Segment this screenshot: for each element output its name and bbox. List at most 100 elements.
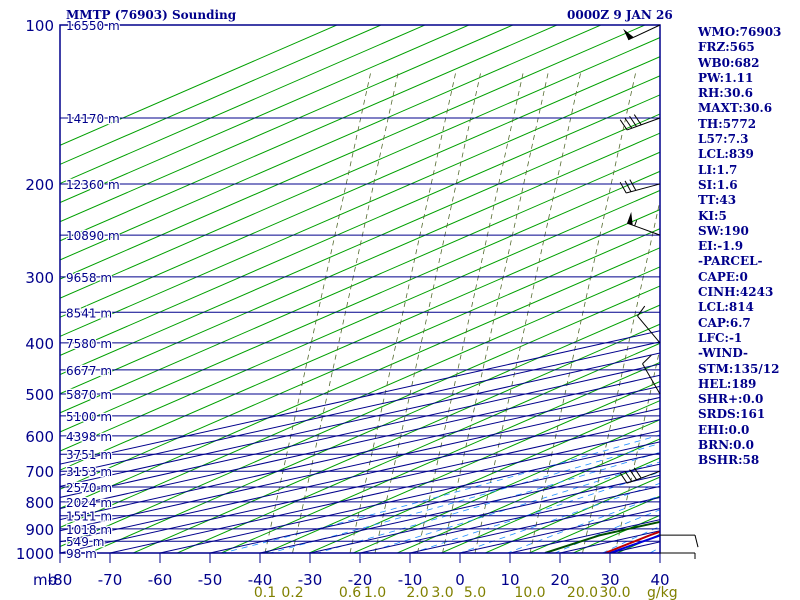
- wind-barb-flag: [637, 305, 646, 317]
- wind-barb-pennant: [627, 211, 633, 226]
- mixing-ratio-line: [442, 72, 549, 553]
- wind-barb: [660, 534, 699, 548]
- wind-barb-flag: [619, 119, 628, 131]
- dry-adiabat-line: [60, 25, 339, 146]
- wind-barb: [642, 354, 661, 395]
- index-item: LFC:-1: [698, 330, 743, 345]
- index-item: LCL:839: [698, 147, 754, 162]
- pressure-tick-label: 200: [25, 176, 54, 194]
- mixing-ratio-label: 1.0: [364, 585, 386, 600]
- mixing-ratio-unit-label: g/kg: [647, 585, 678, 600]
- index-item: EI:-1.9: [698, 239, 744, 254]
- temperature-tick-label: 10: [500, 571, 519, 589]
- dry-adiabat-line: [60, 25, 647, 280]
- isotherm-line: [60, 341, 660, 476]
- isotherm-line: [159, 441, 660, 553]
- mixing-ratio-label: 30.0: [599, 585, 630, 600]
- dry-adiabat-line: [60, 25, 427, 185]
- height-label: 10890 m: [66, 229, 120, 243]
- index-item: SI:1.6: [698, 177, 738, 192]
- wind-barb-flag: [624, 470, 633, 482]
- index-item: WMO:76903: [698, 25, 782, 39]
- mixing-ratio-line: [374, 72, 481, 553]
- wind-barb: [623, 24, 661, 41]
- pressure-tick-label: 800: [25, 494, 54, 512]
- isotherm-line: [60, 330, 660, 465]
- temperature-tick-label: -40: [248, 571, 273, 589]
- wind-barb-flag: [619, 472, 628, 484]
- temperature-tick-label: -20: [348, 571, 373, 589]
- dry-adiabat-line: [60, 25, 603, 261]
- index-item: TH:5772: [698, 116, 757, 131]
- wind-barb-staff: [626, 117, 661, 131]
- wind-barb-flag: [629, 179, 637, 191]
- index-item: L57:7.3: [698, 132, 749, 147]
- index-item: STM:135/12: [698, 361, 780, 376]
- wind-barb: [619, 179, 661, 194]
- index-item: LCL:814: [698, 300, 754, 315]
- mixing-ratio-line: [582, 198, 660, 553]
- isotherm-line: [60, 374, 660, 510]
- isotherm-line: [109, 430, 660, 553]
- index-item: MAXT:30.6: [698, 101, 773, 116]
- height-label: 5870 m: [66, 388, 112, 402]
- pressure-tick-label: 300: [25, 269, 54, 287]
- wind-barb-flag: [624, 180, 632, 192]
- wind-barb: [626, 211, 661, 236]
- index-item: LI:1.7: [698, 162, 738, 177]
- isotherm-line: [209, 452, 660, 553]
- wind-barb-flag: [694, 535, 699, 548]
- temperature-tick-label: -10: [398, 571, 423, 589]
- isotherm-line: [60, 419, 660, 553]
- temperature-tick-label: 40: [650, 571, 669, 589]
- height-label: 7580 m: [66, 337, 112, 351]
- mixing-ratio-label: 0.1: [254, 585, 276, 600]
- moist-adiabat-line: [553, 509, 660, 553]
- isotherm-line: [259, 463, 660, 553]
- isotherm-line: [60, 408, 660, 543]
- mixing-ratio-line: [292, 72, 399, 553]
- wind-barb: [619, 114, 661, 131]
- height-label: 98 m: [66, 547, 97, 561]
- temperature-tick-label: -60: [148, 571, 173, 589]
- index-item: CAPE:0: [698, 269, 748, 284]
- dry-adiabat-line: [87, 304, 660, 553]
- temperature-tick-label: -30: [298, 571, 323, 589]
- mixing-ratio-line: [349, 72, 456, 553]
- wind-barb-staff: [642, 363, 661, 395]
- index-item: FRZ:565: [698, 40, 755, 55]
- wind-barb-staff: [637, 315, 661, 344]
- dewpoint-profile-line: [544, 520, 660, 553]
- dry-adiabat-line: [60, 37, 660, 299]
- temperature-tick-label: 0: [455, 571, 465, 589]
- temperature-tick-label: 30: [600, 571, 619, 589]
- isotherm-line: [60, 385, 660, 521]
- index-item: BRN:0.0: [698, 438, 754, 453]
- mixing-ratio-label: 0.6: [339, 585, 361, 600]
- height-label: 2024 m: [66, 496, 112, 510]
- moist-adiabat-line: [268, 443, 660, 553]
- index-item: -PARCEL-: [698, 254, 763, 269]
- height-label: 1018 m: [66, 523, 112, 537]
- dry-adiabat-line: [131, 323, 660, 553]
- index-item: KI:5: [698, 208, 727, 223]
- dry-adiabat-line: [219, 361, 660, 553]
- temperature-tick-label: -50: [198, 571, 223, 589]
- mixing-ratio-label: 20.0: [567, 585, 598, 600]
- index-item: CINH:4243: [698, 285, 774, 300]
- height-label: 3751 m: [66, 448, 112, 462]
- wind-barb-staff: [626, 470, 661, 484]
- wind-barb-flag: [633, 467, 642, 479]
- mixing-ratio-label: 3.0: [431, 585, 453, 600]
- index-item: HEL:189: [698, 376, 757, 391]
- mixing-ratio-label: 10.0: [514, 585, 545, 600]
- isotherm-line: [60, 352, 660, 487]
- mixing-ratio-label: 0.2: [281, 585, 303, 600]
- dry-adiabat-line: [60, 25, 515, 223]
- dry-adiabat-line: [60, 25, 471, 204]
